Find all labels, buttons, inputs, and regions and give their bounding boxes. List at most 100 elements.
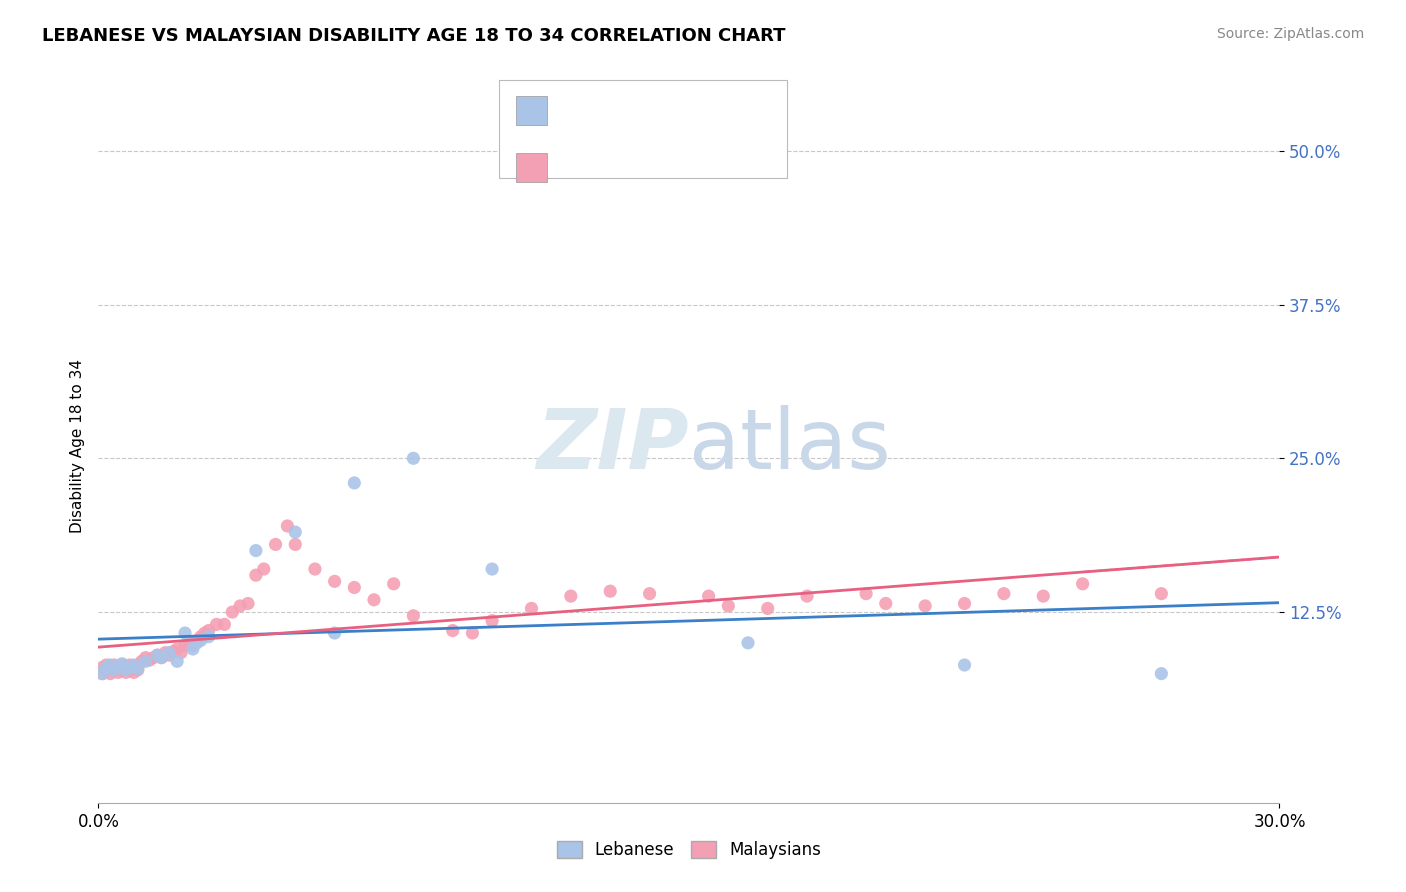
Point [638,587,661,601]
Point [107,660,129,674]
Point [157,648,180,662]
Text: Source: ZipAtlas.com: Source: ZipAtlas.com [1216,27,1364,41]
Point [796,589,818,603]
Point [103,658,125,673]
Point [253,562,276,576]
Point [186,636,208,650]
Point [205,617,228,632]
Point [382,576,405,591]
Point [1150,587,1173,601]
Point [214,617,236,632]
Point [363,592,385,607]
Text: R =: R = [558,87,595,105]
Point [181,638,204,652]
Point [284,525,307,540]
Point [91,666,114,681]
Point [118,660,141,674]
Point [221,605,243,619]
Point [127,658,149,673]
Text: N =: N = [657,87,704,105]
Text: 28: 28 [699,87,720,105]
Point [697,589,720,603]
Point [993,587,1015,601]
Point [127,662,149,676]
Point [111,658,134,673]
Point [111,663,134,677]
Point [190,630,212,644]
Point [481,614,503,628]
Point [122,658,145,673]
Point [174,626,197,640]
Point [96,658,118,673]
Point [461,626,484,640]
Point [197,624,219,638]
Point [135,654,157,668]
Point [96,663,118,677]
Point [122,660,145,674]
Point [343,475,366,490]
Point [170,646,193,660]
Text: N =: N = [657,159,704,177]
Point [756,601,779,615]
Text: R =: R = [558,159,595,177]
Point [914,599,936,613]
Point [323,626,346,640]
Point [91,666,114,681]
Text: 73: 73 [699,159,720,177]
Point [441,624,464,638]
Point [875,597,897,611]
Point [402,451,425,466]
Point [737,636,759,650]
Point [186,633,208,648]
Point [190,633,212,648]
Point [717,599,740,613]
Point [107,665,129,680]
Point [122,665,145,680]
Point [953,658,976,673]
Point [157,646,180,660]
Point [118,663,141,677]
Point [599,584,621,599]
Point [142,650,165,665]
Point [245,568,267,582]
Point [197,630,219,644]
Point [1150,666,1173,681]
Point [138,653,160,667]
Point [115,663,138,677]
Point [166,642,188,657]
Point [264,537,287,551]
Point [91,660,114,674]
Point [98,660,121,674]
Point [135,650,157,665]
Point [1071,576,1094,591]
Point [236,597,259,611]
Point [855,587,877,601]
Point [107,660,129,674]
Point [150,650,173,665]
Point [174,638,197,652]
Text: -0.041: -0.041 [593,87,647,105]
Text: atlas: atlas [689,406,890,486]
Point [98,666,121,681]
Point [402,608,425,623]
Point [127,663,149,677]
Point [1032,589,1054,603]
Text: 0.198: 0.198 [593,159,645,177]
Point [96,660,118,674]
Point [181,642,204,657]
Point [115,660,138,674]
Point [166,654,188,668]
Point [229,599,252,613]
Text: LEBANESE VS MALAYSIAN DISABILITY AGE 18 TO 34 CORRELATION CHART: LEBANESE VS MALAYSIAN DISABILITY AGE 18 … [42,27,786,45]
Point [131,654,153,668]
Point [115,665,138,680]
Text: ZIP: ZIP [536,406,689,486]
Point [103,663,125,677]
Point [155,646,177,660]
Point [146,648,169,662]
Point [481,562,503,576]
Point [98,658,121,673]
Point [177,636,200,650]
Point [276,519,298,533]
Point [111,657,134,671]
